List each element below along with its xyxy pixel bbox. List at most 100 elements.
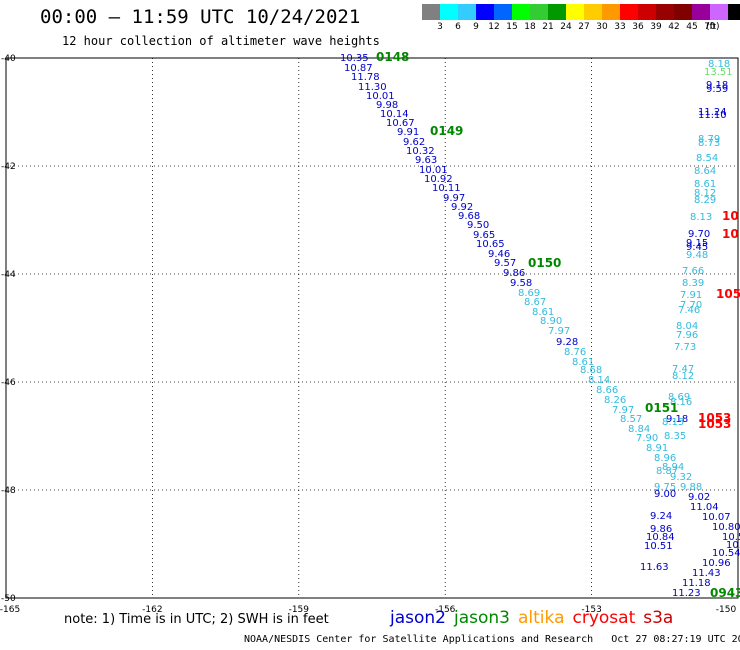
wave-height-label: 7.96 bbox=[676, 330, 698, 341]
track-labels: 10.3510.8711.7811.3010.019.9810.1410.679… bbox=[340, 50, 740, 600]
legend-entry-jason2: jason2 bbox=[390, 608, 446, 628]
wave-height-label: 8.64 bbox=[694, 166, 716, 177]
colorbar-swatch bbox=[656, 4, 674, 20]
wave-height-label: 9.65 bbox=[473, 230, 495, 241]
pass-number-label: 10 bbox=[722, 209, 739, 223]
colorbar-tick: 12 bbox=[488, 22, 500, 32]
pass-number-label: 0151 bbox=[645, 401, 678, 415]
wave-height-label: 10.92 bbox=[424, 174, 453, 185]
wave-height-label: 10.32 bbox=[406, 146, 435, 157]
wave-height-label: 8.66 bbox=[596, 385, 618, 396]
axis-labels: -165 -162 -159 -156 -153 -150 -40 -42 -44 -46 -48 -… bbox=[0, 54, 736, 615]
map-frame bbox=[5, 57, 739, 599]
wave-height-label: 7.97 bbox=[612, 405, 634, 416]
wave-height-label: 8.96 bbox=[654, 453, 676, 464]
wave-height-label: 13.51 bbox=[704, 67, 733, 78]
wave-height-label: 10.84 bbox=[646, 532, 675, 543]
pass-number-label: 1053 bbox=[698, 417, 731, 431]
wave-height-label: 7.47 bbox=[672, 364, 694, 375]
wave-height-label: 9.58 bbox=[510, 278, 532, 289]
pass-number-label: 0149 bbox=[430, 124, 463, 138]
wave-height-label: 9.46 bbox=[488, 249, 510, 260]
legend-entry-altika: altika bbox=[518, 608, 565, 628]
lat-tick-label: -48 bbox=[1, 486, 16, 496]
pass-number-label: 0150 bbox=[528, 256, 561, 270]
pass-number-label: 0943 bbox=[710, 586, 740, 600]
wave-height-label: 8.61 bbox=[532, 307, 554, 318]
wave-height-label: 9.59 bbox=[706, 84, 728, 95]
wave-height-label: 7.66 bbox=[682, 266, 704, 277]
wave-height-label: 11.30 bbox=[358, 82, 387, 93]
wave-height-label: 8.15 bbox=[662, 417, 684, 428]
wave-height-label: 10.80 bbox=[712, 522, 740, 533]
lat-tick-label: -42 bbox=[1, 162, 16, 172]
wave-height-label: 11.43 bbox=[692, 568, 721, 579]
graticule bbox=[6, 58, 738, 598]
wave-height-label: 9.97 bbox=[443, 193, 465, 204]
colorbar-swatch bbox=[530, 4, 548, 20]
wave-height-label: 9.02 bbox=[688, 492, 710, 503]
wave-height-label: 9.15 bbox=[686, 238, 708, 249]
lat-tick-label: -40 bbox=[1, 54, 16, 64]
colorbar-swatch bbox=[728, 4, 740, 20]
wave-height-label: 9.86 bbox=[503, 268, 525, 279]
wave-height-label: 8.57 bbox=[620, 414, 642, 425]
wave-height-label: 9.92 bbox=[451, 202, 473, 213]
colorbar-swatch bbox=[422, 4, 440, 20]
wave-height-label: 10.87 bbox=[344, 63, 373, 74]
colorbar-tick: 3 bbox=[437, 22, 443, 32]
legend-entry-jason3: jason3 bbox=[454, 608, 510, 628]
wave-height-label: 8.94 bbox=[662, 462, 684, 473]
wave-height-label: 9.18 bbox=[706, 80, 728, 91]
wave-height-label: 10.9 bbox=[726, 540, 740, 551]
wave-height-label: 9.98 bbox=[376, 100, 398, 111]
wave-height-label: 8.73 bbox=[698, 138, 720, 149]
wave-height-label: 8.79 bbox=[698, 134, 720, 145]
wave-height-label: 9.24 bbox=[650, 511, 672, 522]
wave-height-label: 7.90 bbox=[636, 433, 658, 444]
wave-height-label: 8.13 bbox=[690, 212, 712, 223]
wave-height-label: 9.70 bbox=[688, 229, 710, 240]
wave-height-label: 11.18 bbox=[682, 578, 711, 589]
wave-height-label: 8.61 bbox=[572, 357, 594, 368]
wave-height-label: 10.11 bbox=[432, 183, 461, 194]
wave-height-label: 8.12 bbox=[672, 371, 694, 382]
legend-entry-s3a: s3a bbox=[643, 608, 674, 628]
wave-height-label: 11.10 bbox=[698, 110, 727, 121]
colorbar-swatch bbox=[620, 4, 638, 20]
wave-height-label: 8.14 bbox=[588, 375, 610, 386]
wave-height-label: 10.54 bbox=[712, 548, 740, 559]
wave-height-label: 9.00 bbox=[654, 489, 676, 500]
colorbar-tick: 39 bbox=[650, 22, 662, 32]
wave-height-label: 9.18 bbox=[666, 414, 688, 425]
colorbar-swatch bbox=[440, 4, 458, 20]
colorbar-tick: 33 bbox=[614, 22, 626, 32]
wave-height-label: 10.01 bbox=[419, 165, 448, 176]
wave-height-label: 8.35 bbox=[664, 431, 686, 442]
lon-tick-label: -165 bbox=[0, 605, 20, 615]
wave-height-label: 10.96 bbox=[702, 558, 731, 569]
wave-height-label: 8.69 bbox=[668, 392, 690, 403]
wave-height-label: 8.04 bbox=[676, 321, 698, 332]
wave-height-label: 8.90 bbox=[540, 316, 562, 327]
lat-tick-label: -50 bbox=[1, 594, 16, 604]
wave-height-label: 9.63 bbox=[415, 155, 437, 166]
wave-height-label: 8.67 bbox=[524, 297, 546, 308]
wave-height-label: 8.54 bbox=[696, 153, 718, 164]
wave-height-label: 9.88 bbox=[680, 482, 702, 493]
wave-height-label: 8.26 bbox=[604, 395, 626, 406]
wave-height-label: 8.61 bbox=[694, 179, 716, 190]
colorbar-tick: 9 bbox=[473, 22, 479, 32]
colorbar-tick: 45 bbox=[686, 22, 698, 32]
wave-height-label: 9.45 bbox=[686, 242, 708, 253]
colorbar-swatch bbox=[692, 4, 710, 20]
lat-tick-label: -46 bbox=[1, 378, 16, 388]
colorbar-swatch bbox=[476, 4, 494, 20]
wave-height-label: 10.07 bbox=[702, 512, 731, 523]
lon-tick-label: -156 bbox=[435, 605, 456, 615]
credit-line: NOAA/NESDIS Center for Satellite Applica… bbox=[244, 634, 740, 645]
pass-number-label: 10 bbox=[722, 227, 739, 241]
colorbar-swatch bbox=[494, 4, 512, 20]
wave-height-label: 9.50 bbox=[467, 220, 489, 231]
